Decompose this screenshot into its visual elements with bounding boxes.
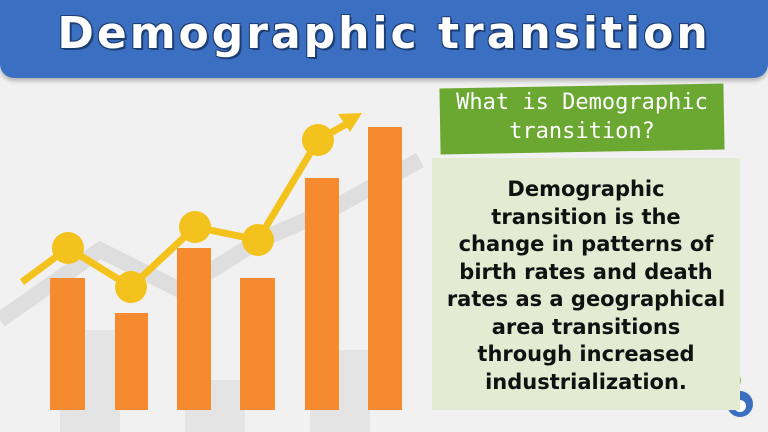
points [52, 124, 334, 303]
question-line: What is Demographic [456, 90, 708, 115]
title: Demographic transition [57, 8, 711, 59]
bars [50, 127, 402, 410]
definition-line: rates as a geographical [446, 287, 726, 311]
question: What is Demographic transition? [440, 88, 724, 146]
definition-line: area transitions [491, 314, 681, 339]
definition-line: Demographic [507, 177, 665, 201]
definition-line: through increased [477, 342, 695, 366]
definition-box [432, 158, 740, 410]
definition-line: birth rates and death [459, 259, 713, 284]
definition-line: transition is the [491, 204, 681, 229]
background-line [0, 153, 424, 327]
definition-line: industrialization. [485, 369, 687, 394]
title-banner [0, 0, 768, 78]
question-line: transition? [509, 119, 655, 144]
arrow-head [338, 113, 362, 132]
definition: Demographic transition is the change in … [432, 176, 740, 396]
definition-line: change in patterns of [458, 232, 714, 256]
